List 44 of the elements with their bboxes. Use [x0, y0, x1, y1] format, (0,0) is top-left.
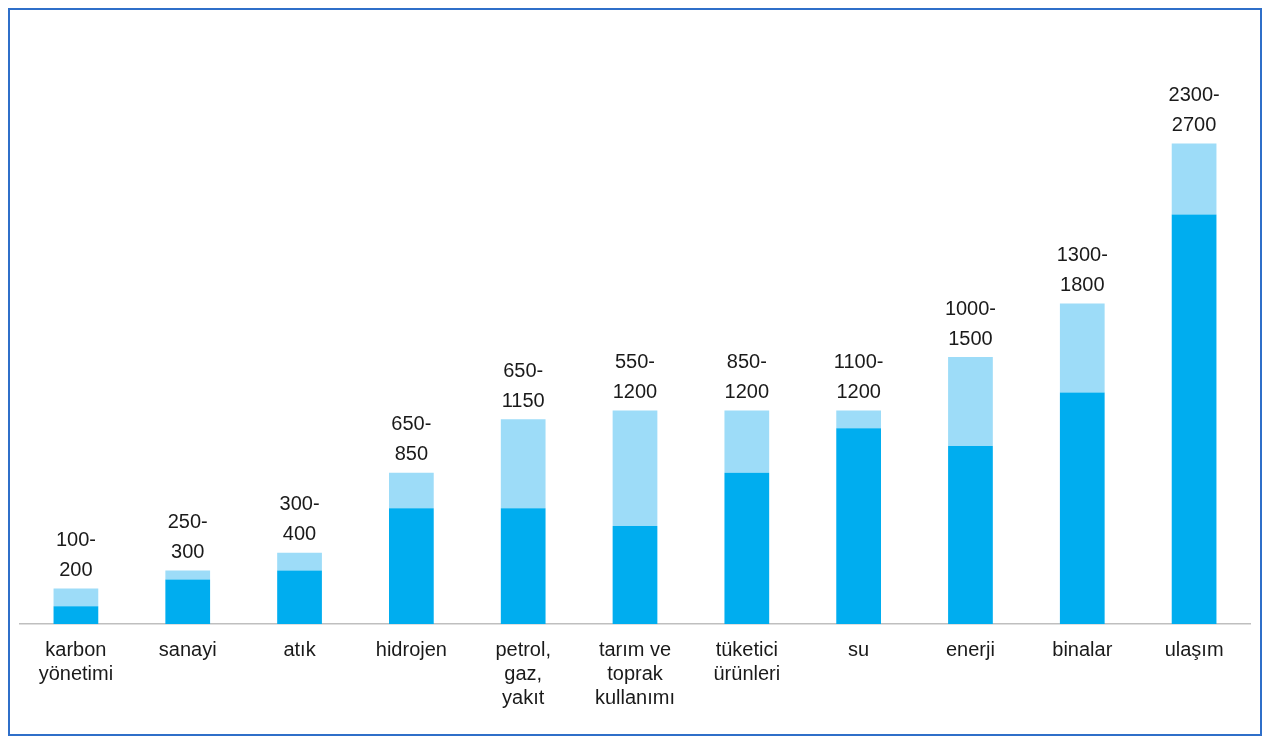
bar [500, 508, 546, 624]
data-label: 100-200 [55, 527, 96, 580]
x-tick-label: hidrojen [375, 637, 447, 660]
bar [165, 570, 211, 580]
bar [1059, 392, 1105, 624]
data-label: 1300-1800 [1056, 243, 1108, 296]
bar [948, 357, 993, 446]
data-label: 850-1200 [724, 349, 770, 402]
x-tick-label: enerji [945, 637, 995, 660]
bar [1059, 303, 1105, 393]
bar [389, 508, 434, 624]
data-label: 2300-2700 [1168, 82, 1220, 135]
x-tick-label: su [848, 637, 870, 660]
x-tick-label: sanayi [158, 637, 217, 660]
data-label: 550-1200 [612, 349, 658, 402]
bar [836, 428, 881, 624]
x-tick-label: tüketici ürünleri [713, 637, 781, 684]
bar [53, 588, 99, 607]
bar [389, 472, 434, 509]
bar [612, 526, 658, 624]
bar [612, 410, 658, 527]
data-label: 650-850 [391, 412, 432, 465]
data-label: 1100-1200 [833, 349, 884, 402]
x-tick-label: binalar [1052, 637, 1113, 660]
data-label: 250-300 [167, 510, 208, 563]
bar [724, 472, 770, 624]
x-tick-label: atık [283, 637, 317, 660]
bar [1171, 214, 1217, 624]
bar [53, 606, 99, 624]
bar [277, 552, 322, 571]
data-label: 650-1150 [501, 358, 545, 411]
x-tick-label: karbon yönetimi [38, 637, 114, 684]
bar [277, 570, 322, 624]
bar [724, 410, 770, 473]
x-tick-label: petrol, gaz, yakıt [495, 637, 551, 708]
bar [500, 419, 546, 509]
data-label: 300-400 [279, 492, 320, 545]
bar [165, 579, 211, 624]
bar [836, 410, 881, 429]
bar [948, 446, 993, 624]
x-tick-label: tarım ve toprak kullanımı [594, 637, 676, 708]
data-label: 1000-1500 [944, 296, 997, 349]
bar [1171, 143, 1217, 215]
x-tick-label: ulaşım [1164, 637, 1224, 660]
